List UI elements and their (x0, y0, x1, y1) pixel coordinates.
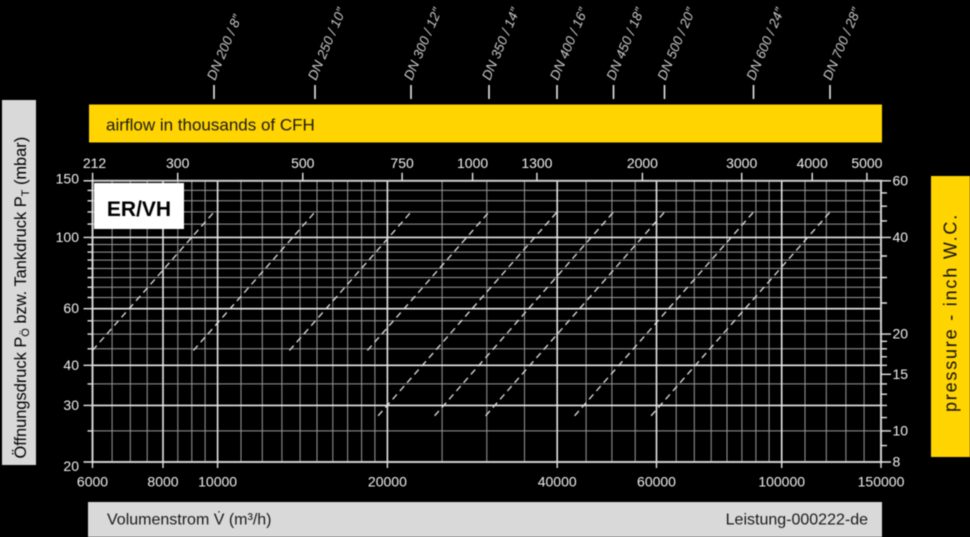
svg-text:DN 700 / 28″: DN 700 / 28″ (820, 4, 864, 82)
svg-text:500: 500 (291, 155, 315, 171)
svg-text:10: 10 (893, 422, 909, 438)
svg-text:20: 20 (893, 326, 909, 342)
svg-text:DN 600 / 24″: DN 600 / 24″ (743, 4, 787, 82)
svg-text:4000: 4000 (797, 155, 828, 171)
svg-text:DN 350 / 14″: DN 350 / 14″ (479, 4, 523, 82)
svg-text:DN 400 / 16″: DN 400 / 16″ (547, 4, 591, 82)
svg-text:ER/VH: ER/VH (107, 198, 171, 221)
svg-text:DN 250 / 10″: DN 250 / 10″ (305, 4, 349, 82)
svg-text:15: 15 (893, 366, 909, 382)
svg-text:150000: 150000 (858, 474, 905, 490)
svg-text:8: 8 (893, 454, 901, 470)
svg-text:6000: 6000 (77, 474, 108, 490)
svg-text:30: 30 (63, 397, 79, 413)
svg-text:300: 300 (166, 155, 190, 171)
svg-text:40: 40 (63, 357, 79, 373)
svg-text:DN 200 / 8″: DN 200 / 8″ (204, 11, 245, 82)
svg-text:100000: 100000 (758, 474, 805, 490)
svg-text:Volumenstrom V̇ (m³/h): Volumenstrom V̇ (m³/h) (107, 510, 271, 528)
svg-text:750: 750 (390, 155, 414, 171)
svg-text:pressure - inch W.C.: pressure - inch W.C. (941, 213, 961, 412)
svg-text:Öffnungsdruck PÖ bzw. Tankdruc: Öffnungsdruck PÖ bzw. Tankdruck PT (mbar… (12, 137, 32, 459)
svg-text:10000: 10000 (198, 474, 237, 490)
svg-text:DN 500 / 20″: DN 500 / 20″ (654, 4, 698, 82)
svg-text:2000: 2000 (627, 155, 658, 171)
svg-text:60000: 60000 (637, 474, 676, 490)
svg-text:60: 60 (63, 300, 79, 316)
svg-text:3000: 3000 (726, 155, 757, 171)
svg-text:Leistung-000222-de: Leistung-000222-de (726, 512, 868, 529)
svg-text:1300: 1300 (521, 155, 552, 171)
svg-text:212: 212 (83, 155, 107, 171)
svg-text:40000: 40000 (538, 474, 577, 490)
svg-text:DN 300 / 12″: DN 300 / 12″ (401, 4, 445, 82)
svg-text:60: 60 (893, 172, 909, 188)
svg-text:150: 150 (56, 171, 80, 187)
svg-text:airflow in thousands of CFH: airflow in thousands of CFH (106, 116, 315, 135)
svg-text:100: 100 (56, 229, 80, 245)
svg-text:1000: 1000 (457, 155, 488, 171)
svg-text:20: 20 (63, 458, 79, 474)
svg-text:40: 40 (893, 229, 909, 245)
svg-text:5000: 5000 (851, 155, 882, 171)
svg-text:DN 450 / 18″: DN 450 / 18″ (603, 4, 647, 82)
svg-text:20000: 20000 (368, 474, 407, 490)
svg-text:8000: 8000 (147, 474, 178, 490)
